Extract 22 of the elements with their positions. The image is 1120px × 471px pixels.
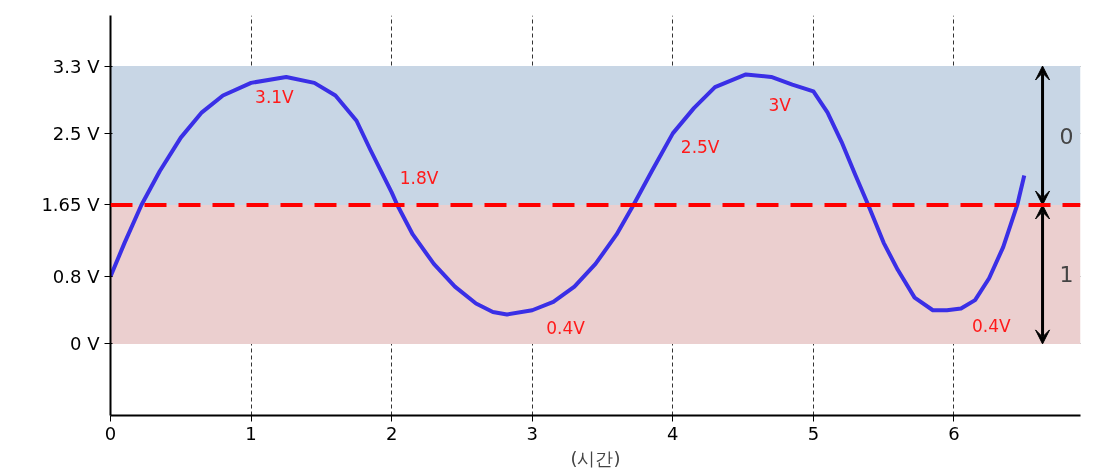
annotation: 0.4V bbox=[971, 316, 1012, 337]
x-tick-label: 1 bbox=[245, 422, 257, 444]
band-label: 0 bbox=[1059, 123, 1074, 149]
annotation: 3.1V bbox=[255, 86, 295, 107]
y-tick-label: 2.5 V bbox=[52, 122, 101, 144]
line-series bbox=[110, 72, 1027, 317]
x-tick-label: 2 bbox=[385, 422, 398, 444]
y-tick-label: 1.65 V bbox=[41, 194, 101, 216]
band-label: 1 bbox=[1059, 262, 1074, 288]
x-tick-label: 5 bbox=[807, 422, 820, 444]
x-tick-label: 4 bbox=[667, 422, 679, 444]
x-tick-label: 0 bbox=[104, 422, 117, 444]
y-tick-label: 0 V bbox=[70, 333, 101, 355]
annotation: 0.4V bbox=[546, 318, 586, 339]
y-tick-label: 0.8 V bbox=[52, 266, 101, 288]
annotation: 1.8V bbox=[399, 168, 439, 189]
annotation: 3V bbox=[768, 95, 792, 116]
x-tick-label: 6 bbox=[948, 422, 960, 444]
x-tick-label: 3 bbox=[526, 422, 538, 444]
x-axis-title: (시간) bbox=[570, 447, 621, 469]
annotation: 2.5V bbox=[680, 137, 720, 158]
y-tick-label: 3.3 V bbox=[52, 55, 101, 77]
